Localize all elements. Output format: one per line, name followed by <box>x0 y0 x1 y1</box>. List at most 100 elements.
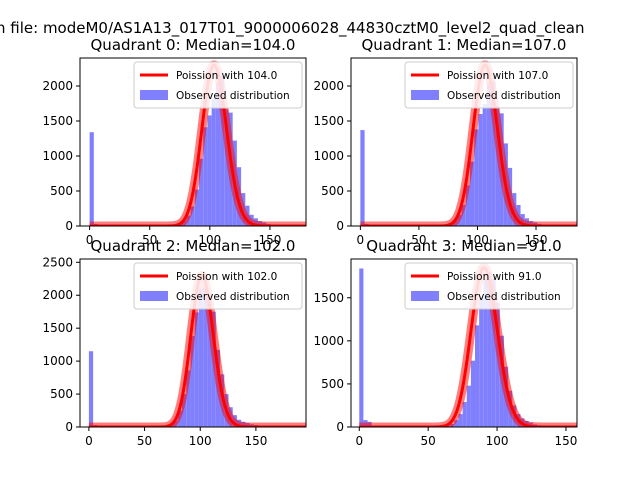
hist-bar <box>462 402 467 427</box>
hist-bar <box>194 312 199 427</box>
y-tick-label: 2000 <box>42 288 73 302</box>
hist-bar <box>466 385 471 427</box>
hist-bar <box>495 105 500 226</box>
legend-box <box>133 262 303 310</box>
hist-bar <box>465 185 470 226</box>
x-tick-label: 100 <box>189 434 212 448</box>
panel-title: Quadrant 0: Median=104.0 <box>91 36 296 54</box>
axes-frame <box>79 57 307 227</box>
hist-bar <box>491 81 496 226</box>
hist-bar <box>469 161 475 226</box>
hist-bar <box>215 82 221 226</box>
hist-bar <box>360 130 365 226</box>
legend-label-observed: Observed distribution <box>176 291 290 303</box>
legend-label-poisson: Poission with 104.0 <box>176 70 277 82</box>
legend-box <box>133 61 303 109</box>
x-tick-label: 100 <box>198 233 221 247</box>
legend-label-observed: Observed distribution <box>176 90 290 102</box>
panel-title: Quadrant 2: Median=102.0 <box>91 237 296 255</box>
hist-bar <box>181 394 187 427</box>
y-tick-label: 1500 <box>42 114 73 128</box>
y-tick-label: 0 <box>65 219 73 233</box>
legend-box <box>404 262 574 310</box>
y-tick-label: 1000 <box>313 149 344 163</box>
figure-suptitle: n file: modeM0/AS1A13_017T01_9000006028_… <box>0 19 585 38</box>
y-tick-label: 0 <box>65 420 73 434</box>
y-tick-label: 500 <box>321 184 344 198</box>
x-tick-label: 150 <box>258 233 281 247</box>
hist-bar <box>190 206 195 226</box>
hist-bar <box>199 158 204 226</box>
legend-bar-swatch <box>411 90 439 100</box>
y-tick-label: 1000 <box>42 354 73 368</box>
hist-bar <box>491 278 496 427</box>
hist-bar <box>89 132 94 226</box>
hist-bar <box>88 351 94 427</box>
legend-label-poisson: Poission with 102.0 <box>176 271 277 283</box>
x-tick-label: 100 <box>486 434 509 448</box>
y-tick-label: 2500 <box>42 255 73 269</box>
hist-bar <box>479 297 484 427</box>
x-tick-label: 0 <box>357 233 365 247</box>
hist-bar <box>203 127 208 226</box>
hist-bar <box>224 109 229 226</box>
hist-bar <box>454 420 459 427</box>
x-tick-label: 150 <box>525 233 548 247</box>
y-tick-label: 1500 <box>42 321 73 335</box>
y-tick-label: 2000 <box>313 79 344 93</box>
hist-bar <box>482 104 487 226</box>
hist-bar <box>190 336 195 427</box>
hist-bar <box>487 271 492 427</box>
y-tick-label: 0 <box>336 219 344 233</box>
hist-bar <box>486 82 492 226</box>
hist-bar <box>220 76 225 226</box>
x-tick-label: 0 <box>85 434 93 448</box>
axes-frame <box>350 258 578 428</box>
hist-bar <box>470 360 476 427</box>
hist-bar <box>186 370 191 427</box>
hist-bar <box>461 205 466 226</box>
hist-bar <box>207 295 212 427</box>
x-tick-label: 0 <box>355 434 363 448</box>
axes-frame <box>350 57 578 227</box>
legend-box <box>404 61 574 109</box>
hist-bar <box>474 129 479 226</box>
hist-bar <box>211 98 216 226</box>
hist-bar <box>483 278 488 427</box>
hist-bar <box>203 287 208 427</box>
legend-label-observed: Observed distribution <box>447 291 561 303</box>
legend-bar-swatch <box>140 90 168 100</box>
legend-bar-swatch <box>411 291 439 301</box>
x-tick-label: 50 <box>411 233 426 247</box>
y-tick-label: 1500 <box>313 291 344 305</box>
legend-label-poisson: Poission with 91.0 <box>447 271 542 283</box>
hist-bar <box>495 302 500 427</box>
x-tick-label: 50 <box>421 434 436 448</box>
panel-title: Quadrant 1: Median=107.0 <box>362 36 567 54</box>
y-tick-label: 1500 <box>313 114 344 128</box>
y-tick-label: 500 <box>321 377 344 391</box>
y-tick-label: 0 <box>336 420 344 434</box>
hist-bar <box>458 414 463 427</box>
y-tick-label: 1000 <box>313 334 344 348</box>
x-tick-label: 150 <box>555 434 578 448</box>
y-tick-label: 2000 <box>42 79 73 93</box>
hist-bar <box>194 189 200 226</box>
legend-bar-swatch <box>140 291 168 301</box>
hist-bar <box>475 325 480 427</box>
hist-bar <box>359 268 364 427</box>
hist-bar <box>478 114 483 226</box>
x-tick-label: 0 <box>86 233 94 247</box>
hist-bar <box>207 115 212 226</box>
axes-frame <box>79 258 307 428</box>
legend-label-observed: Observed distribution <box>447 90 561 102</box>
y-tick-label: 500 <box>50 184 73 198</box>
panel-title: Quadrant 3: Median=91.0 <box>366 237 561 255</box>
hist-bar <box>198 288 204 427</box>
legend-label-poisson: Poission with 107.0 <box>447 70 548 82</box>
